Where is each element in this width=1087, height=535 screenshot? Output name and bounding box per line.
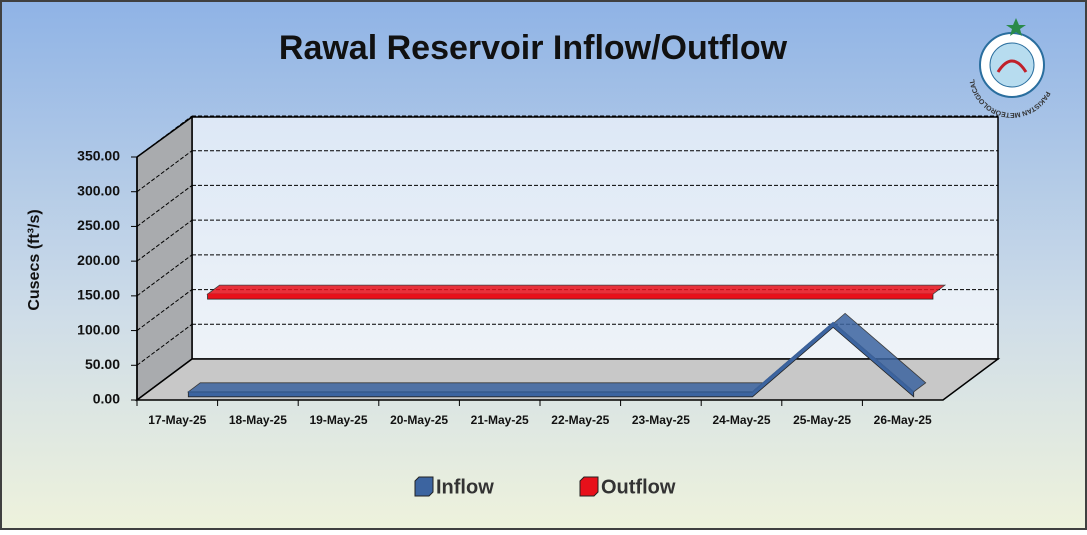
back-wall	[191, 116, 999, 360]
grid-line	[136, 289, 193, 331]
x-tick-label: 19-May-25	[309, 413, 367, 427]
x-tick-label: 24-May-25	[712, 413, 770, 427]
x-tick-label: 20-May-25	[390, 413, 448, 427]
series-line	[188, 321, 915, 393]
y-tick-label: 150.00	[77, 287, 120, 303]
y-tick-label: 50.00	[85, 356, 120, 372]
x-tick-label: 25-May-25	[793, 413, 851, 427]
y-axis-title: Cusecs (ft³/s)	[26, 209, 43, 310]
y-tick-label: 300.00	[77, 182, 120, 198]
grid-line	[136, 323, 193, 366]
chart-title: Rawal Reservoir Inflow/Outflow	[279, 29, 788, 67]
legend-swatch	[579, 476, 599, 497]
y-tick-label: 200.00	[77, 252, 120, 268]
x-tick-label: 21-May-25	[471, 413, 529, 427]
grid-line	[136, 150, 193, 193]
legend-label: Outflow	[601, 476, 676, 498]
ribbon-top	[206, 284, 947, 295]
y-tick-label: 100.00	[77, 321, 120, 337]
grid-line	[136, 115, 193, 158]
grid-line	[136, 185, 193, 227]
x-tick-label: 26-May-25	[874, 413, 932, 427]
grid-line	[136, 219, 193, 262]
side-wall	[136, 115, 193, 402]
x-tick-label: 18-May-25	[229, 413, 287, 427]
y-tick-label: 250.00	[77, 217, 120, 233]
y-tick-label: 0.00	[93, 391, 120, 407]
y-tick-label: 350.00	[77, 148, 120, 164]
x-tick-label: 17-May-25	[148, 413, 206, 427]
legend-swatch	[414, 476, 434, 497]
legend-label: Inflow	[436, 476, 494, 498]
x-tick-label: 23-May-25	[632, 413, 690, 427]
grid-line	[136, 254, 193, 297]
x-tick-label: 22-May-25	[551, 413, 609, 427]
ribbon-front	[207, 293, 934, 300]
